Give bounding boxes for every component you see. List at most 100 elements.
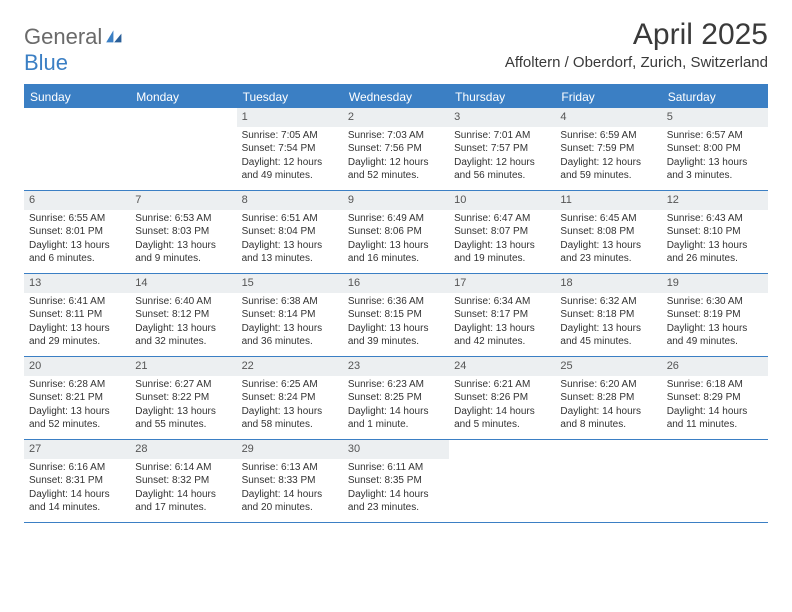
daylight-text: Daylight: 12 hours and 59 minutes. xyxy=(560,156,656,183)
day-number: 23 xyxy=(343,357,449,376)
sunset-text: Sunset: 8:14 PM xyxy=(242,308,338,322)
day-content: Sunrise: 6:53 AMSunset: 8:03 PMDaylight:… xyxy=(130,212,236,270)
day-15: 15 Sunrise: 6:38 AMSunset: 8:14 PMDayligh… xyxy=(237,274,343,356)
sunrise-text: Sunrise: 6:41 AM xyxy=(29,295,125,309)
day-content: Sunrise: 7:03 AMSunset: 7:56 PMDaylight:… xyxy=(343,129,449,187)
day-content: Sunrise: 6:21 AMSunset: 8:26 PMDaylight:… xyxy=(449,378,555,436)
day-content: Sunrise: 6:14 AMSunset: 8:32 PMDaylight:… xyxy=(130,461,236,519)
day-content: Sunrise: 6:43 AMSunset: 8:10 PMDaylight:… xyxy=(662,212,768,270)
day-1: 1Sunrise: 7:05 AMSunset: 7:54 PMDaylight… xyxy=(237,108,343,190)
day-5: 5Sunrise: 6:57 AMSunset: 8:00 PMDaylight… xyxy=(662,108,768,190)
day-30: 30Sunrise: 6:11 AMSunset: 8:35 PMDayligh… xyxy=(343,440,449,522)
day-11: 11 Sunrise: 6:45 AMSunset: 8:08 PMDayligh… xyxy=(555,191,661,273)
daylight-text: Daylight: 14 hours and 20 minutes. xyxy=(242,488,338,515)
daylight-text: Daylight: 13 hours and 36 minutes. xyxy=(242,322,338,349)
daylight-text: Daylight: 14 hours and 14 minutes. xyxy=(29,488,125,515)
day-number: 7 xyxy=(130,191,236,210)
sunrise-text: Sunrise: 6:38 AM xyxy=(242,295,338,309)
day-content: Sunrise: 6:45 AMSunset: 8:08 PMDaylight:… xyxy=(555,212,661,270)
day-number: 5 xyxy=(662,108,768,127)
sunset-text: Sunset: 8:10 PM xyxy=(667,225,763,239)
sunset-text: Sunset: 8:15 PM xyxy=(348,308,444,322)
sunset-text: Sunset: 8:24 PM xyxy=(242,391,338,405)
day-number: 4 xyxy=(555,108,661,127)
day-number: 9 xyxy=(343,191,449,210)
day-number: 16 xyxy=(343,274,449,293)
day-22: 22 Sunrise: 6:25 AMSunset: 8:24 PMDayligh… xyxy=(237,357,343,439)
day-number: 2 xyxy=(343,108,449,127)
sunrise-text: Sunrise: 6:30 AM xyxy=(667,295,763,309)
day-12: 12 Sunrise: 6:43 AMSunset: 8:10 PMDayligh… xyxy=(662,191,768,273)
day-number: 1 xyxy=(237,108,343,127)
sunset-text: Sunset: 8:06 PM xyxy=(348,225,444,239)
day-content: Sunrise: 6:55 AMSunset: 8:01 PMDaylight:… xyxy=(24,212,130,270)
sunrise-text: Sunrise: 7:01 AM xyxy=(454,129,550,143)
day-content: Sunrise: 6:34 AMSunset: 8:17 PMDaylight:… xyxy=(449,295,555,353)
day-content: Sunrise: 6:20 AMSunset: 8:28 PMDaylight:… xyxy=(555,378,661,436)
sunset-text: Sunset: 8:17 PM xyxy=(454,308,550,322)
sunrise-text: Sunrise: 6:34 AM xyxy=(454,295,550,309)
sunset-text: Sunset: 7:54 PM xyxy=(242,142,338,156)
daylight-text: Daylight: 13 hours and 26 minutes. xyxy=(667,239,763,266)
day-number: 18 xyxy=(555,274,661,293)
weekday-friday: Friday xyxy=(555,86,661,108)
week-row: 13Sunrise: 6:41 AMSunset: 8:11 PMDayligh… xyxy=(24,274,768,357)
daylight-text: Daylight: 13 hours and 23 minutes. xyxy=(560,239,656,266)
daylight-text: Daylight: 14 hours and 23 minutes. xyxy=(348,488,444,515)
day-number: 22 xyxy=(237,357,343,376)
sunset-text: Sunset: 7:57 PM xyxy=(454,142,550,156)
day-7: 7 Sunrise: 6:53 AMSunset: 8:03 PMDaylight… xyxy=(130,191,236,273)
sunrise-text: Sunrise: 6:57 AM xyxy=(667,129,763,143)
day-20: 20Sunrise: 6:28 AMSunset: 8:21 PMDayligh… xyxy=(24,357,130,439)
day-25: 25 Sunrise: 6:20 AMSunset: 8:28 PMDayligh… xyxy=(555,357,661,439)
weekday-wednesday: Wednesday xyxy=(343,86,449,108)
daylight-text: Daylight: 14 hours and 17 minutes. xyxy=(135,488,231,515)
day-27: 27Sunrise: 6:16 AMSunset: 8:31 PMDayligh… xyxy=(24,440,130,522)
day-content: Sunrise: 6:27 AMSunset: 8:22 PMDaylight:… xyxy=(130,378,236,436)
day-content: Sunrise: 6:59 AMSunset: 7:59 PMDaylight:… xyxy=(555,129,661,187)
week-row: 6Sunrise: 6:55 AMSunset: 8:01 PMDaylight… xyxy=(24,191,768,274)
day-content: Sunrise: 6:40 AMSunset: 8:12 PMDaylight:… xyxy=(130,295,236,353)
sunrise-text: Sunrise: 6:13 AM xyxy=(242,461,338,475)
daylight-text: Daylight: 12 hours and 52 minutes. xyxy=(348,156,444,183)
day-content: Sunrise: 6:38 AMSunset: 8:14 PMDaylight:… xyxy=(237,295,343,353)
sunset-text: Sunset: 8:11 PM xyxy=(29,308,125,322)
sunrise-text: Sunrise: 6:28 AM xyxy=(29,378,125,392)
daylight-text: Daylight: 13 hours and 6 minutes. xyxy=(29,239,125,266)
day-content: Sunrise: 6:30 AMSunset: 8:19 PMDaylight:… xyxy=(662,295,768,353)
day-number: 15 xyxy=(237,274,343,293)
day-number: 26 xyxy=(662,357,768,376)
sunrise-text: Sunrise: 6:36 AM xyxy=(348,295,444,309)
sunrise-text: Sunrise: 6:18 AM xyxy=(667,378,763,392)
sunrise-text: Sunrise: 6:55 AM xyxy=(29,212,125,226)
day-number: 12 xyxy=(662,191,768,210)
sunset-text: Sunset: 8:12 PM xyxy=(135,308,231,322)
sunrise-text: Sunrise: 6:16 AM xyxy=(29,461,125,475)
day-empty xyxy=(24,108,130,190)
day-number: 3 xyxy=(449,108,555,127)
daylight-text: Daylight: 13 hours and 29 minutes. xyxy=(29,322,125,349)
day-content: Sunrise: 6:36 AMSunset: 8:15 PMDaylight:… xyxy=(343,295,449,353)
week-row: 1Sunrise: 7:05 AMSunset: 7:54 PMDaylight… xyxy=(24,108,768,191)
sunrise-text: Sunrise: 6:59 AM xyxy=(560,129,656,143)
sunset-text: Sunset: 7:56 PM xyxy=(348,142,444,156)
day-number: 19 xyxy=(662,274,768,293)
daylight-text: Daylight: 13 hours and 13 minutes. xyxy=(242,239,338,266)
day-number: 11 xyxy=(555,191,661,210)
daylight-text: Daylight: 13 hours and 52 minutes. xyxy=(29,405,125,432)
sunset-text: Sunset: 8:03 PM xyxy=(135,225,231,239)
day-content: Sunrise: 6:25 AMSunset: 8:24 PMDaylight:… xyxy=(237,378,343,436)
day-content: Sunrise: 6:18 AMSunset: 8:29 PMDaylight:… xyxy=(662,378,768,436)
day-content: Sunrise: 6:28 AMSunset: 8:21 PMDaylight:… xyxy=(24,378,130,436)
daylight-text: Daylight: 13 hours and 42 minutes. xyxy=(454,322,550,349)
day-number: 24 xyxy=(449,357,555,376)
sunset-text: Sunset: 8:21 PM xyxy=(29,391,125,405)
weekday-thursday: Thursday xyxy=(449,86,555,108)
day-number: 17 xyxy=(449,274,555,293)
daylight-text: Daylight: 13 hours and 58 minutes. xyxy=(242,405,338,432)
day-number: 21 xyxy=(130,357,236,376)
day-number: 25 xyxy=(555,357,661,376)
title-block: April 2025 Affoltern / Oberdorf, Zurich,… xyxy=(505,18,768,71)
day-content: Sunrise: 6:11 AMSunset: 8:35 PMDaylight:… xyxy=(343,461,449,519)
day-content: Sunrise: 6:23 AMSunset: 8:25 PMDaylight:… xyxy=(343,378,449,436)
